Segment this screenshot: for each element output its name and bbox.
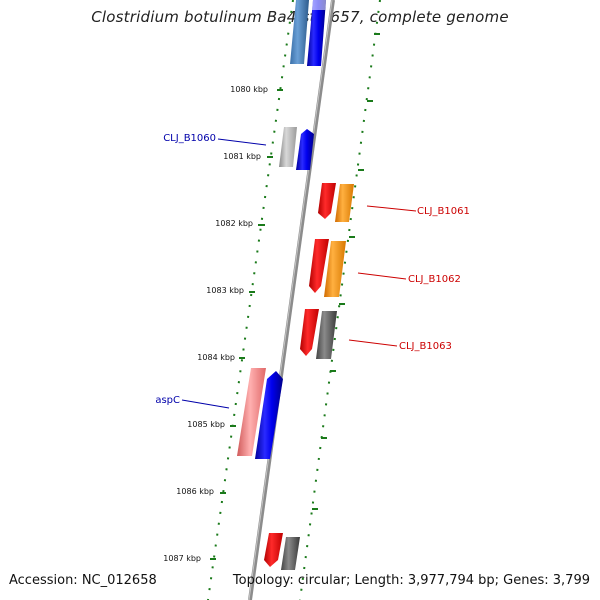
right-tick-track — [299, 0, 381, 600]
genome-backbone — [248, 0, 335, 600]
left-tick-track — [207, 0, 294, 600]
tick-label: 1083 kbp — [206, 286, 244, 295]
backbone-highlight — [248, 0, 333, 600]
gene-feature[interactable] — [279, 127, 297, 167]
gene-label-CLJ_B1063[interactable]: CLJ_B1063 — [399, 341, 452, 352]
tick-label: 1086 kbp — [176, 487, 214, 496]
gene-label-CLJ_B1060[interactable]: CLJ_B1060 — [163, 133, 216, 144]
gene-feature[interactable] — [281, 537, 300, 570]
tick-label: 1087 kbp — [163, 554, 201, 563]
genome-summary-text: Topology: circular; Length: 3,977,794 bp… — [232, 573, 590, 588]
gene-feature[interactable] — [307, 0, 326, 66]
label-connector — [217, 138, 267, 146]
gene-feature[interactable] — [318, 183, 336, 219]
tick-label: 1085 kbp — [187, 420, 225, 429]
tick-label: 1080 kbp — [230, 85, 268, 94]
gene-feature[interactable] — [309, 239, 329, 293]
gene-feature-CLJ_B1061[interactable] — [335, 184, 354, 222]
gene-feature-CLJ_B1062[interactable] — [324, 241, 346, 297]
tick-label: 1082 kbp — [215, 219, 253, 228]
gene-feature[interactable] — [237, 368, 266, 456]
gene-feature[interactable] — [264, 533, 283, 567]
gene-label-aspC[interactable]: aspC — [155, 395, 180, 406]
gene-label-CLJ_B1062[interactable]: CLJ_B1062 — [408, 274, 461, 285]
tick-label: 1081 kbp — [223, 152, 261, 161]
label-connector — [181, 399, 230, 409]
label-connector — [348, 339, 398, 347]
label-connector — [366, 205, 417, 212]
label-connector — [357, 272, 407, 280]
tick-label: 1084 kbp — [197, 353, 235, 362]
accession-text: Accession: NC_012658 — [9, 573, 157, 588]
gene-feature-aspC[interactable] — [255, 371, 283, 459]
gene-feature[interactable] — [290, 0, 309, 64]
gene-feature-CLJ_B1063[interactable] — [316, 311, 337, 359]
gene-label-CLJ_B1061[interactable]: CLJ_B1061 — [417, 206, 470, 217]
major-ticks-right — [312, 33, 380, 510]
major-ticks-left — [210, 89, 283, 560]
gene-feature[interactable] — [300, 309, 319, 356]
gene-feature-CLJ_B1060[interactable] — [296, 129, 314, 170]
